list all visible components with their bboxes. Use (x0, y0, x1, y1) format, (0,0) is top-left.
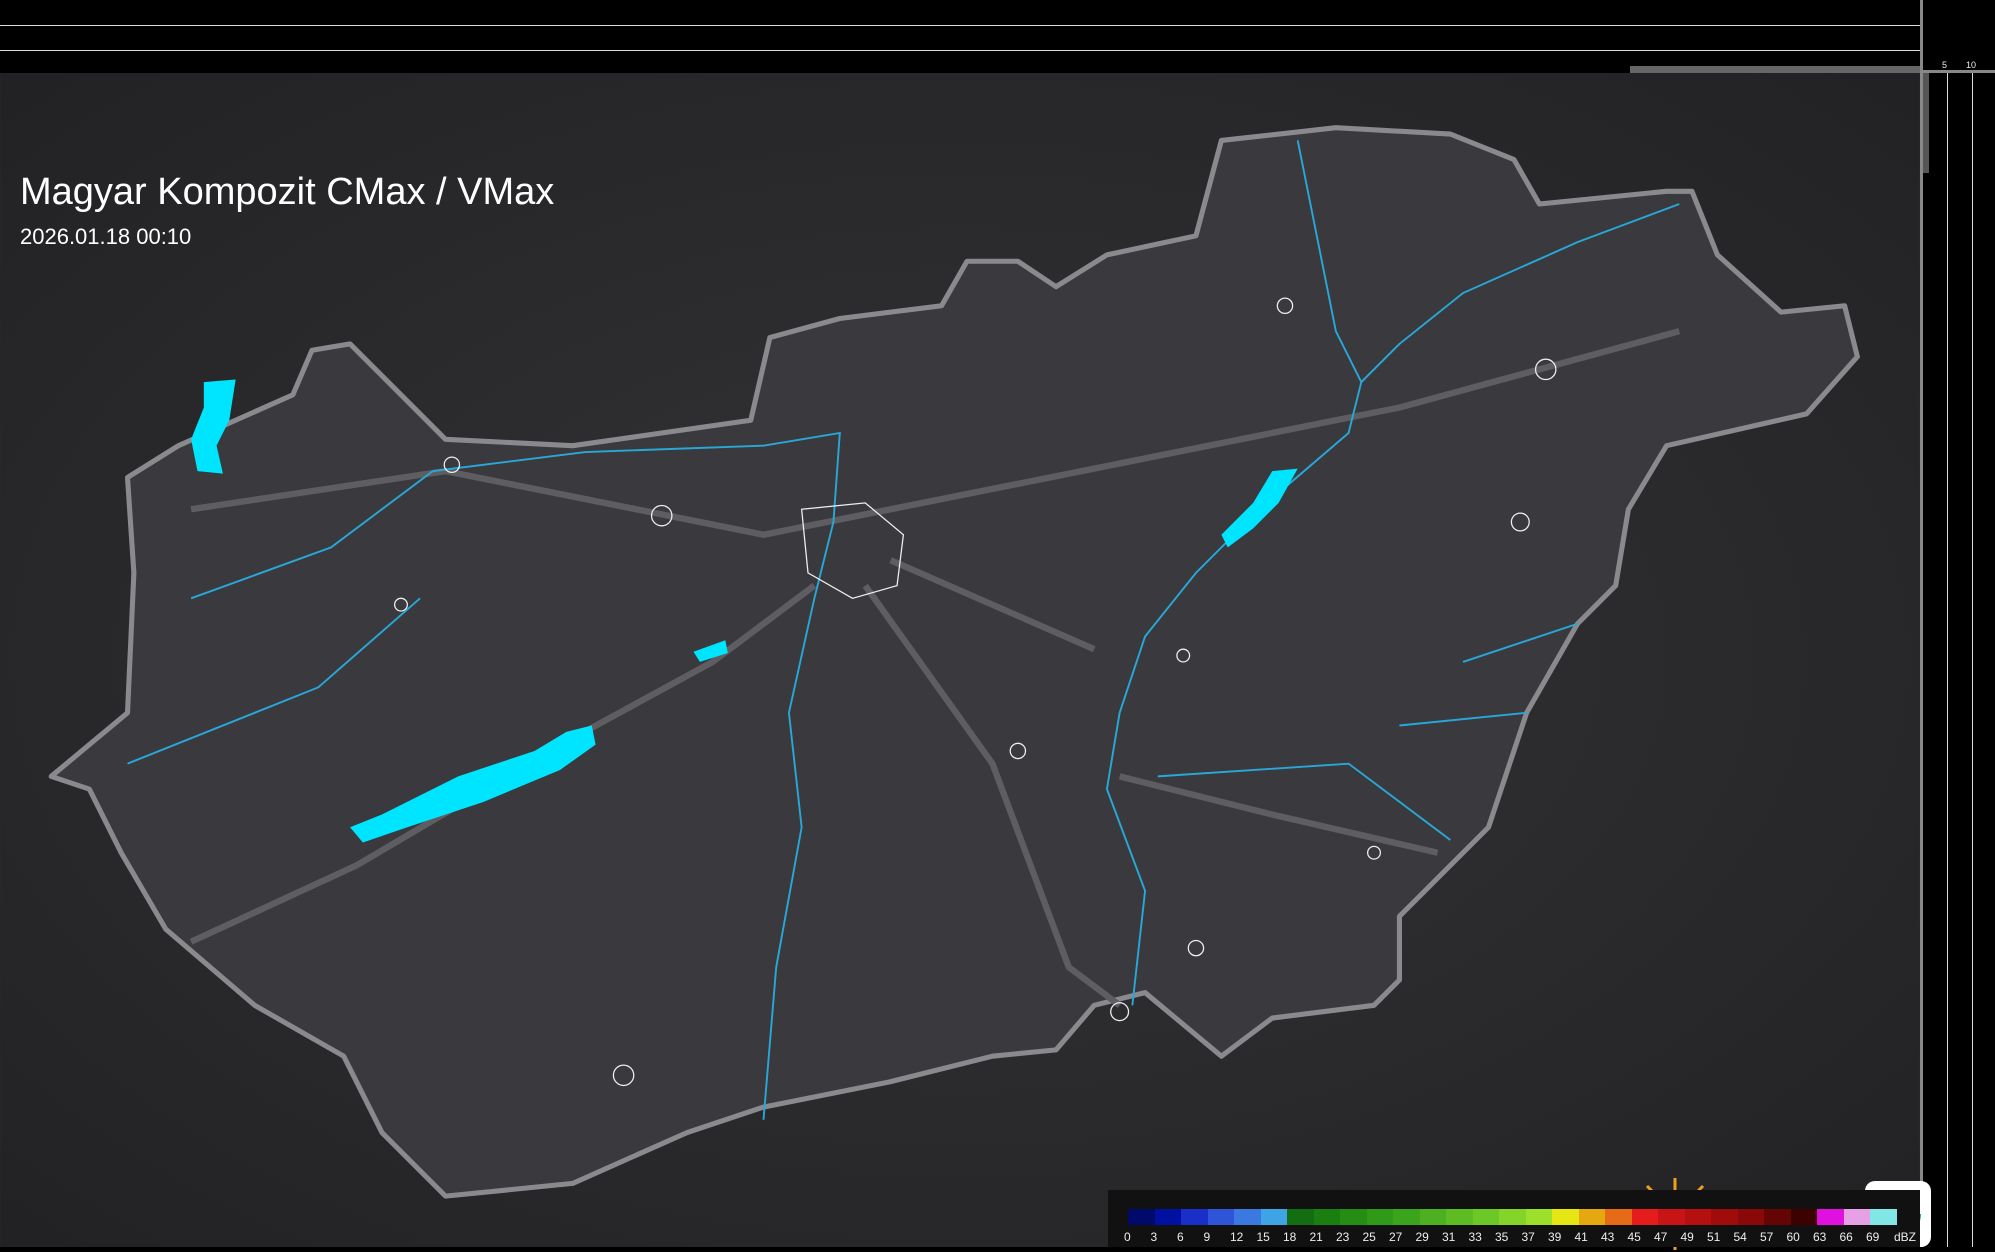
scale-line-10 (1972, 72, 1973, 1247)
legend-label: 15 (1256, 1230, 1270, 1244)
map-svg (0, 73, 1920, 1247)
legend-label: 3 (1150, 1230, 1158, 1244)
legend-label: 31 (1442, 1230, 1456, 1244)
legend-label: 27 (1389, 1230, 1403, 1244)
legend-label: 51 (1707, 1230, 1721, 1244)
map-timestamp: 2026.01.18 00:10 (20, 224, 192, 249)
tick-label: 5 (1942, 60, 1948, 70)
lake-balaton (350, 725, 596, 843)
legend-swatch (1260, 1209, 1287, 1225)
legend-swatch (1658, 1209, 1685, 1225)
legend-swatch (1499, 1209, 1526, 1225)
legend-label: 49 (1680, 1230, 1694, 1244)
legend-label: 63 (1813, 1230, 1827, 1244)
legend-label: 43 (1601, 1230, 1615, 1244)
legend-swatch (1525, 1209, 1552, 1225)
legend-label: 37 (1521, 1230, 1535, 1244)
scale-line-10 (0, 25, 1920, 26)
legend-labels: 0 3 6 9 12 15 18 21 23 25 27 29 31 33 35 37 39 41 43 45 47 49… (1124, 1230, 1897, 1244)
lake-tisza (1221, 468, 1298, 548)
lakes (191, 379, 1298, 843)
legend-swatch (1817, 1209, 1844, 1225)
scale-line-5 (1947, 72, 1948, 1247)
county-borders (189, 328, 1681, 1008)
radar-map[interactable]: Magyar Kompozit CMax / VMax 2026.01.18 0… (0, 73, 1932, 1250)
legend-swatch (1419, 1209, 1446, 1225)
legend-label: 57 (1760, 1230, 1774, 1244)
hungary-border (48, 125, 1860, 1199)
legend-swatch (1393, 1209, 1420, 1225)
legend-label: 25 (1362, 1230, 1376, 1244)
legend-swatch (1128, 1209, 1155, 1225)
legend-swatch (1631, 1209, 1658, 1225)
legend-label: 6 (1177, 1230, 1184, 1244)
cross-section-right-panel (1920, 0, 1995, 1247)
lake-neusiedl (191, 379, 236, 474)
settlements (393, 297, 1557, 1087)
panel-divider (1923, 70, 1995, 73)
legend-unit: dBZ (1894, 1230, 1917, 1244)
legend-swatch (1340, 1209, 1367, 1225)
legend-color-bar (1128, 1209, 1897, 1225)
legend-swatch (1366, 1209, 1393, 1225)
legend-label: 9 (1203, 1230, 1211, 1244)
legend-swatch (1790, 1209, 1817, 1225)
legend-label: 35 (1495, 1230, 1509, 1244)
legend-swatch (1154, 1209, 1181, 1225)
dbz-color-legend: 0 3 6 9 12 15 18 21 23 25 27 29 31 33 35 37 39 41 43 45 47 49… (1108, 1190, 1920, 1247)
legend-label: 29 (1415, 1230, 1429, 1244)
panel-edge (1630, 66, 1920, 73)
legend-label: 18 (1283, 1230, 1297, 1244)
legend-swatch (1605, 1209, 1632, 1225)
legend-swatch (1446, 1209, 1473, 1225)
tick-label: 10 (1966, 60, 1977, 70)
legend-label: 66 (1839, 1230, 1853, 1244)
legend-label: 69 (1866, 1230, 1880, 1244)
legend-swatch (1870, 1209, 1897, 1225)
legend-label: 12 (1230, 1230, 1244, 1244)
legend-label: 47 (1654, 1230, 1668, 1244)
legend-swatch (1313, 1209, 1340, 1225)
legend-label: 23 (1336, 1230, 1350, 1244)
legend-swatch (1472, 1209, 1499, 1225)
legend-label: 0 (1124, 1230, 1131, 1244)
legend-swatch (1711, 1209, 1738, 1225)
legend-swatch (1552, 1209, 1579, 1225)
legend-label: 33 (1468, 1230, 1482, 1244)
legend-swatch (1181, 1209, 1208, 1225)
legend-label: 60 (1786, 1230, 1800, 1244)
legend-swatch (1207, 1209, 1234, 1225)
legend-swatch (1287, 1209, 1314, 1225)
map-title: Magyar Kompozit CMax / VMax (20, 171, 555, 213)
legend-swatch (1764, 1209, 1791, 1225)
legend-swatch (1737, 1209, 1764, 1225)
scale-line-5 (0, 50, 1920, 51)
cross-section-top-panel (0, 0, 1920, 73)
legend-label: 54 (1733, 1230, 1747, 1244)
legend-swatch (1843, 1209, 1870, 1225)
legend-swatch (1234, 1209, 1261, 1225)
panel-edge (1923, 73, 1929, 173)
legend-swatch (1578, 1209, 1605, 1225)
legend-label: 21 (1309, 1230, 1323, 1244)
lake-velence (693, 640, 728, 662)
legend-label: 45 (1627, 1230, 1641, 1244)
legend-label: 41 (1574, 1230, 1588, 1244)
rivers (127, 140, 1680, 1120)
legend-swatch (1684, 1209, 1711, 1225)
legend-label: 39 (1548, 1230, 1562, 1244)
